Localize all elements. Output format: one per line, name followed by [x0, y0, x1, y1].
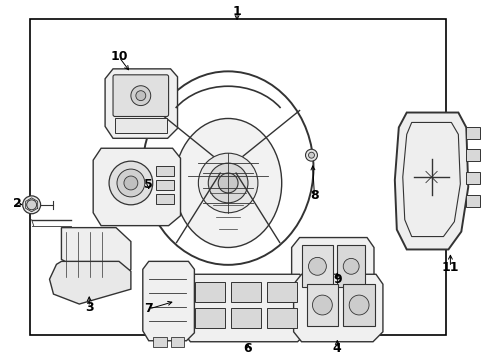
- Circle shape: [306, 149, 318, 161]
- Text: 1: 1: [233, 5, 242, 18]
- Bar: [153, 337, 167, 347]
- Bar: [267, 282, 296, 302]
- Bar: [171, 337, 184, 347]
- Circle shape: [313, 295, 332, 315]
- Bar: [466, 172, 480, 184]
- Circle shape: [309, 152, 315, 158]
- Circle shape: [349, 295, 369, 315]
- Text: 7: 7: [145, 302, 153, 315]
- Bar: [466, 149, 480, 161]
- Text: 2: 2: [13, 197, 22, 210]
- Text: 8: 8: [310, 189, 319, 202]
- Circle shape: [218, 173, 238, 193]
- Text: 11: 11: [441, 261, 459, 274]
- Circle shape: [124, 176, 138, 190]
- Circle shape: [109, 161, 153, 205]
- Circle shape: [309, 257, 326, 275]
- Bar: [231, 308, 261, 328]
- Text: 9: 9: [333, 273, 342, 286]
- Polygon shape: [61, 228, 131, 281]
- Ellipse shape: [174, 118, 282, 247]
- Polygon shape: [395, 113, 468, 249]
- Polygon shape: [49, 261, 131, 304]
- Circle shape: [131, 86, 151, 105]
- Bar: [307, 284, 338, 326]
- Bar: [343, 284, 375, 326]
- Text: 10: 10: [110, 50, 128, 63]
- Polygon shape: [292, 238, 374, 302]
- Circle shape: [23, 196, 41, 214]
- Bar: [466, 127, 480, 139]
- Bar: [156, 180, 173, 190]
- Polygon shape: [93, 148, 180, 226]
- Bar: [156, 166, 173, 176]
- Circle shape: [343, 258, 359, 274]
- Text: 5: 5: [145, 179, 153, 192]
- Bar: [301, 246, 333, 287]
- Polygon shape: [105, 69, 177, 138]
- Bar: [115, 118, 167, 133]
- Bar: [196, 282, 225, 302]
- Bar: [156, 194, 173, 204]
- Polygon shape: [143, 261, 195, 341]
- Circle shape: [26, 200, 37, 210]
- FancyBboxPatch shape: [113, 75, 169, 117]
- Polygon shape: [182, 274, 308, 342]
- Bar: [231, 282, 261, 302]
- Bar: [196, 308, 225, 328]
- Circle shape: [136, 91, 146, 100]
- Bar: [267, 308, 296, 328]
- Circle shape: [208, 163, 248, 203]
- Bar: [337, 246, 365, 287]
- Circle shape: [198, 153, 258, 213]
- Text: 4: 4: [333, 342, 342, 355]
- Text: 6: 6: [244, 342, 252, 355]
- Polygon shape: [294, 274, 383, 342]
- Circle shape: [117, 169, 145, 197]
- Bar: [466, 195, 480, 207]
- Bar: [30, 19, 446, 335]
- Text: 3: 3: [85, 301, 94, 314]
